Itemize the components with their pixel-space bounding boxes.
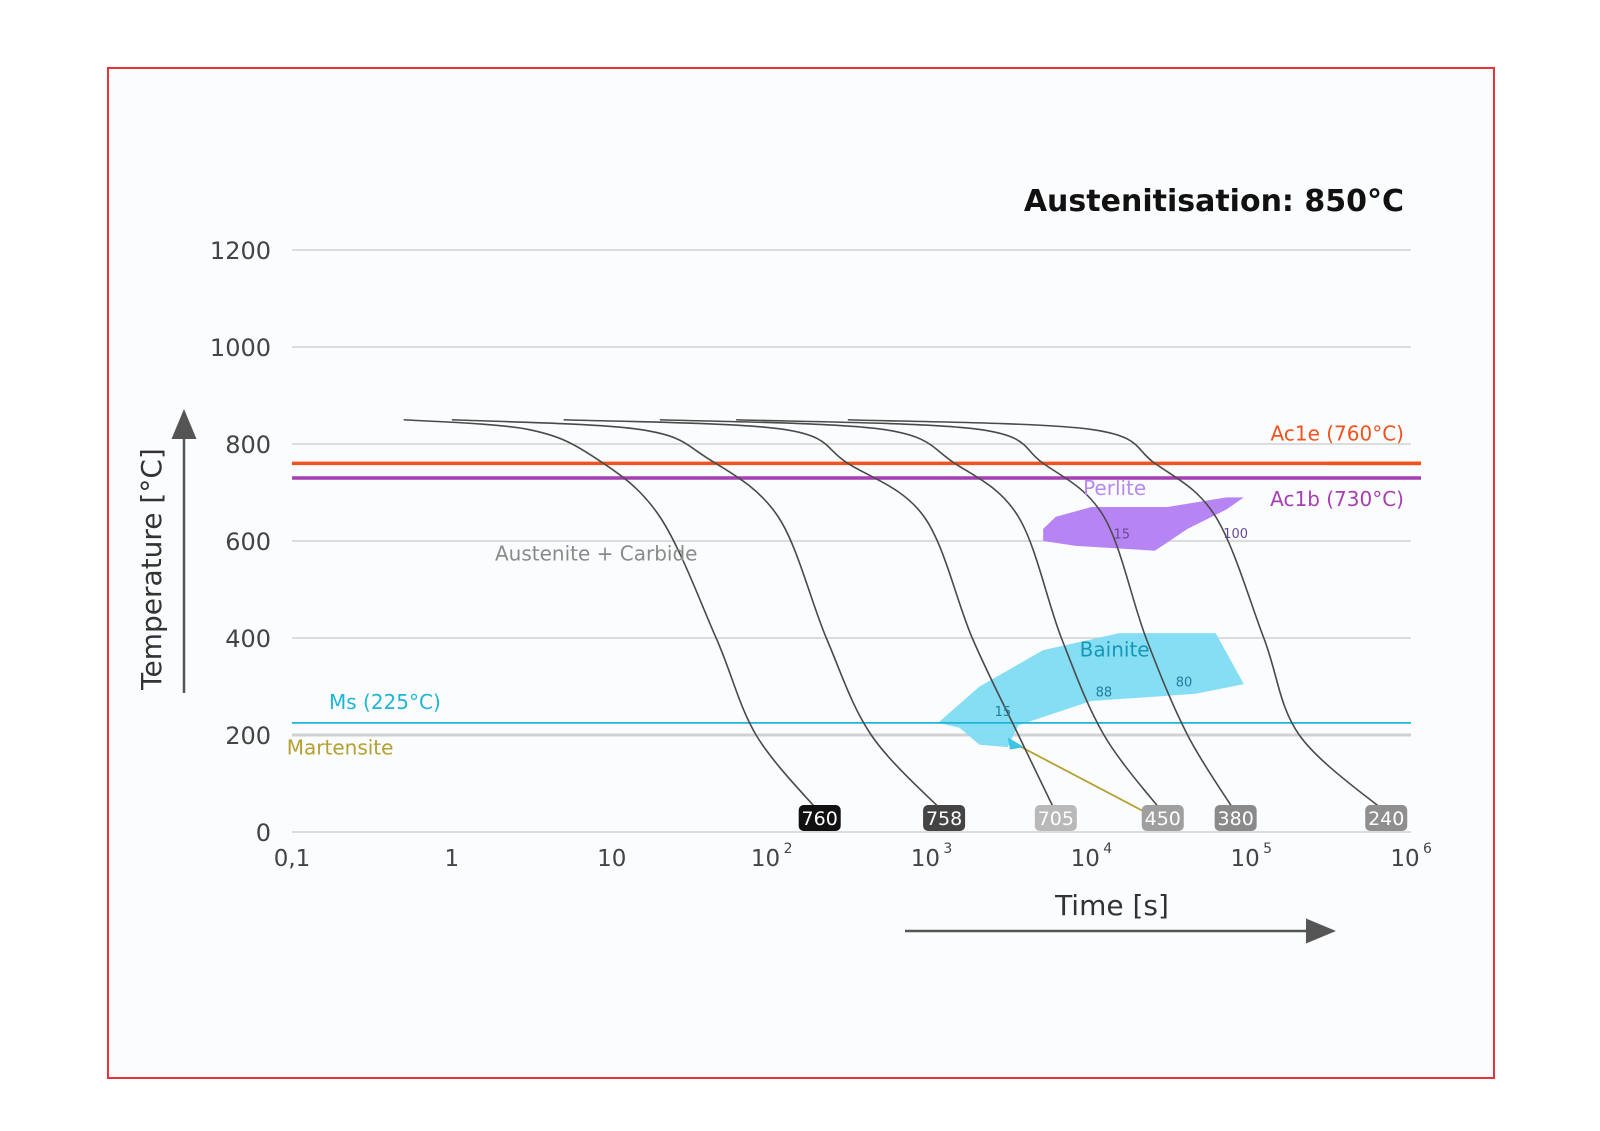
x-tick-label: 10 xyxy=(751,846,780,872)
hardness-label-text: 450 xyxy=(1145,808,1181,830)
y-tick-label: 600 xyxy=(225,528,271,556)
hardness-label-text: 240 xyxy=(1368,808,1404,830)
hardness-label-760: 760 xyxy=(798,805,841,831)
x-tick: 10 5 xyxy=(1231,841,1273,872)
reference-label-ac1e: Ac1e (760°C) xyxy=(1271,421,1404,445)
region-label-bainite: Bainite xyxy=(1080,637,1150,661)
x-tick: 1 xyxy=(445,846,460,872)
hardness-label-450: 450 xyxy=(1141,805,1184,831)
cooling-curve-240 xyxy=(847,418,1387,814)
bainite-tail xyxy=(1007,737,1025,750)
phase-field-perlite xyxy=(1043,497,1244,551)
hardness-label-705: 705 xyxy=(1034,805,1077,831)
x-tick-label: 0,1 xyxy=(274,846,311,872)
y-tick-label: 1000 xyxy=(210,334,271,362)
x-tick: 10 3 xyxy=(911,841,953,872)
y-tick-label: 1200 xyxy=(210,237,271,265)
y-tick-label: 800 xyxy=(225,431,271,459)
cooling-curves xyxy=(403,418,1387,814)
martensite-path xyxy=(1011,741,1147,814)
x-axis-label: Time [s] xyxy=(1054,889,1169,922)
x-tick-exponent: 5 xyxy=(1263,841,1272,857)
x-tick-label: 10 xyxy=(911,846,940,872)
x-tick-label: 10 xyxy=(597,846,626,872)
y-axis-label: Temperature [°C] xyxy=(135,448,168,691)
x-tick: 0,1 xyxy=(274,846,311,872)
x-tick-exponent: 3 xyxy=(943,841,952,857)
hardness-label-758: 758 xyxy=(923,805,966,831)
transformation-percent-label: 80 xyxy=(1176,676,1193,691)
hardness-label-380: 380 xyxy=(1214,805,1257,831)
cooling-curve-760 xyxy=(403,418,821,814)
hardness-label-box xyxy=(1365,805,1408,831)
transformation-percent-label: 100 xyxy=(1223,527,1248,542)
cooling-curve-705 xyxy=(563,418,1057,813)
hardness-label-text: 380 xyxy=(1218,808,1254,830)
hardness-label-text: 705 xyxy=(1038,808,1074,830)
transformation-percent-label: 88 xyxy=(1096,685,1113,700)
x-tick: 10 4 xyxy=(1071,841,1113,872)
chart-title: Austenitisation: 850°C xyxy=(1024,184,1404,219)
transformation-percent-label: 15 xyxy=(1113,528,1130,543)
x-tick-label: 1 xyxy=(445,846,460,872)
hardness-label-box xyxy=(1214,805,1257,831)
cooling-curve-380 xyxy=(736,418,1237,814)
hardness-label-text: 758 xyxy=(926,808,962,830)
x-tick-exponent: 6 xyxy=(1423,841,1432,857)
cooling-curve-450 xyxy=(659,418,1164,814)
hardness-label-box xyxy=(798,805,841,831)
x-tick: 10 6 xyxy=(1390,841,1432,872)
x-tick-exponent: 2 xyxy=(784,841,793,857)
x-tick: 10 2 xyxy=(751,841,793,872)
region-label-perlite: Perlite xyxy=(1083,476,1146,500)
x-tick: 10 xyxy=(597,846,626,872)
x-tick-exponent: 4 xyxy=(1103,841,1112,857)
transformation-percent-label: 15 xyxy=(995,705,1012,720)
cooling-curve-758 xyxy=(451,418,945,814)
region-label-austenite: Austenite + Carbide xyxy=(495,541,697,565)
hardness-label-box xyxy=(923,805,966,831)
x-tick-label: 10 xyxy=(1071,846,1100,872)
x-tick-label: 10 xyxy=(1390,846,1419,872)
hardness-label-240: 240 xyxy=(1365,805,1408,831)
y-tick-label: 0 xyxy=(256,819,271,847)
hardness-label-text: 760 xyxy=(802,808,838,830)
phase-fields xyxy=(938,497,1244,748)
gridlines xyxy=(292,249,1411,833)
reference-lines xyxy=(292,461,1421,814)
reference-label-ac1b: Ac1b (730°C) xyxy=(1270,487,1404,511)
x-tick-label: 10 xyxy=(1231,846,1260,872)
y-tick-label: 200 xyxy=(225,722,271,750)
reference-label-ms: Ms (225°C) xyxy=(329,690,441,714)
chart-frame: 0 200 400 600 800 1000 1200 0,1 1 10 10 2 10 3 10 4 10 5 1… xyxy=(107,67,1495,1079)
phase-field-bainite xyxy=(938,633,1244,748)
y-tick-label: 400 xyxy=(225,625,271,653)
hardness-label-box xyxy=(1141,805,1184,831)
region-label-martensite: Martensite xyxy=(287,735,394,759)
hardness-label-box xyxy=(1034,805,1077,831)
